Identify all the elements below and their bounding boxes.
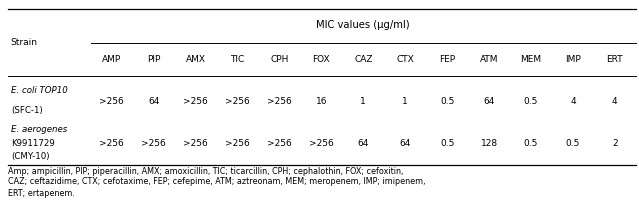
Text: >256: >256 [267, 98, 292, 106]
Text: CAZ; ceftazidime, CTX; cefotaxime, FEP; cefepime, ATM; aztreonam, MEM; meropenem: CAZ; ceftazidime, CTX; cefotaxime, FEP; … [8, 178, 425, 186]
Text: K9911729: K9911729 [11, 138, 54, 148]
Text: TIC: TIC [231, 55, 245, 64]
Text: MEM: MEM [520, 55, 541, 64]
Text: ERT: ERT [606, 55, 623, 64]
Text: 4: 4 [570, 98, 576, 106]
Text: Amp; ampicillin, PIP; piperacillin, AMX; amoxicillin, TIC; ticarcillin, CPH; cep: Amp; ampicillin, PIP; piperacillin, AMX;… [8, 166, 403, 176]
Text: CTX: CTX [396, 55, 414, 64]
Text: 1: 1 [360, 98, 366, 106]
Text: AMX: AMX [185, 55, 206, 64]
Text: CPH: CPH [270, 55, 289, 64]
Text: CAZ: CAZ [354, 55, 373, 64]
Text: 64: 64 [358, 138, 369, 148]
Text: >256: >256 [141, 138, 166, 148]
Text: 0.5: 0.5 [440, 98, 454, 106]
Text: >256: >256 [99, 98, 124, 106]
Text: MIC values (μg/ml): MIC values (μg/ml) [316, 20, 410, 30]
Text: >256: >256 [309, 138, 334, 148]
Text: AMP: AMP [102, 55, 121, 64]
Text: >256: >256 [183, 98, 208, 106]
Text: E. coli TOP10: E. coli TOP10 [11, 86, 68, 95]
Text: E. aerogenes: E. aerogenes [11, 126, 67, 134]
Text: >256: >256 [99, 138, 124, 148]
Text: 0.5: 0.5 [440, 138, 454, 148]
Text: >256: >256 [225, 138, 250, 148]
Text: 1: 1 [403, 98, 408, 106]
Text: ATM: ATM [480, 55, 498, 64]
Text: >256: >256 [267, 138, 292, 148]
Text: Strain: Strain [11, 38, 38, 47]
Text: 64: 64 [483, 98, 495, 106]
Text: 0.5: 0.5 [524, 138, 538, 148]
Text: 0.5: 0.5 [566, 138, 580, 148]
Text: >256: >256 [225, 98, 250, 106]
Text: 0.5: 0.5 [524, 98, 538, 106]
Text: FEP: FEP [439, 55, 455, 64]
Text: IMP: IMP [565, 55, 581, 64]
Text: 2: 2 [612, 138, 618, 148]
Text: ERT; ertapenem.: ERT; ertapenem. [8, 188, 75, 198]
Text: >256: >256 [183, 138, 208, 148]
Text: (SFC-1): (SFC-1) [11, 106, 43, 116]
Text: (CMY-10): (CMY-10) [11, 152, 49, 160]
Text: 16: 16 [316, 98, 327, 106]
Text: 64: 64 [148, 98, 159, 106]
Text: PIP: PIP [147, 55, 160, 64]
Text: FOX: FOX [312, 55, 330, 64]
Text: 128: 128 [481, 138, 498, 148]
Text: 64: 64 [399, 138, 411, 148]
Text: 4: 4 [612, 98, 618, 106]
